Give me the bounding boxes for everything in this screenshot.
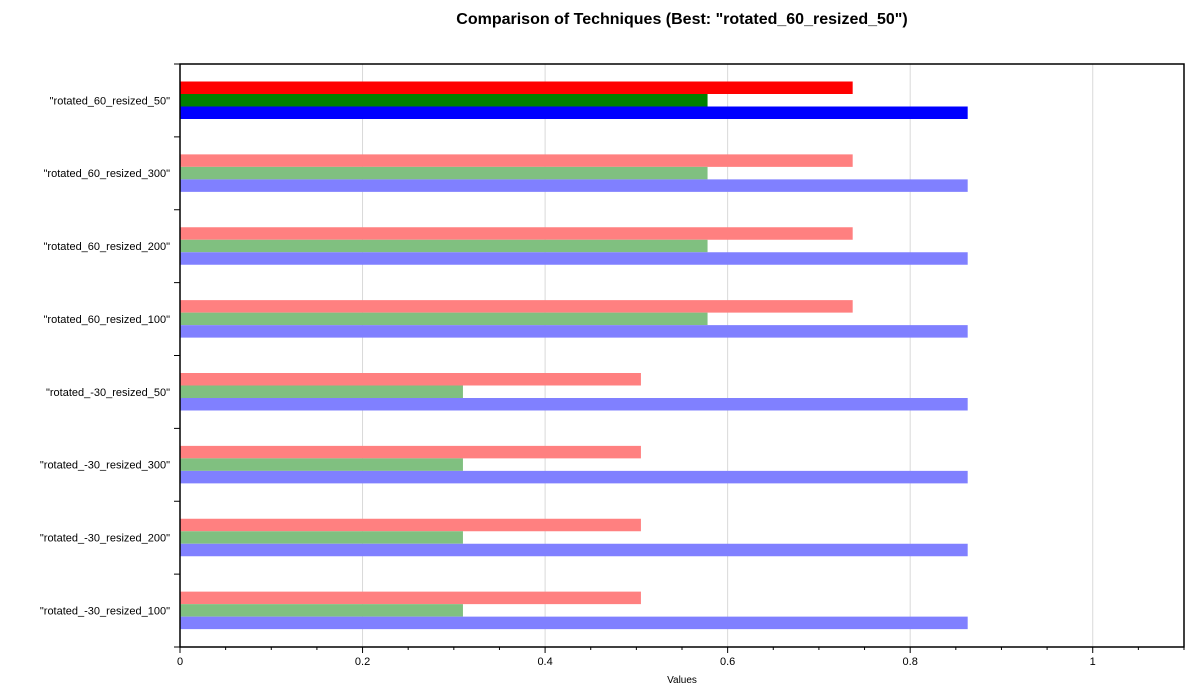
bar-1-0 bbox=[180, 154, 853, 167]
bar-1-2 bbox=[180, 179, 968, 192]
bar-6-1 bbox=[180, 531, 463, 544]
bar-5-2 bbox=[180, 470, 968, 484]
bar-0-0 bbox=[180, 81, 853, 94]
bar-5-1 bbox=[180, 458, 463, 471]
bar-0-1 bbox=[180, 94, 708, 107]
category-label: "rotated_60_resized_300" bbox=[44, 168, 171, 180]
bar-3-2 bbox=[180, 325, 968, 338]
x-axis-title: Values bbox=[667, 675, 697, 686]
x-tick-label: 0 bbox=[177, 656, 183, 668]
x-tick-label: 0.4 bbox=[537, 656, 552, 668]
bar-0-2 bbox=[180, 106, 968, 119]
plot-frame bbox=[179, 63, 1185, 648]
category-label: "rotated_60_resized_200" bbox=[44, 241, 171, 253]
bar-2-0 bbox=[180, 227, 853, 240]
bar-2-2 bbox=[180, 252, 968, 265]
category-label: "rotated_-30_resized_200" bbox=[40, 533, 170, 545]
bar-1-1 bbox=[180, 166, 708, 180]
bar-7-0 bbox=[180, 591, 641, 605]
category-label: "rotated_-30_resized_300" bbox=[40, 460, 170, 472]
x-tick-label: 0.8 bbox=[903, 656, 918, 668]
bar-7-1 bbox=[180, 604, 463, 617]
x-tick-label: 0.6 bbox=[720, 656, 735, 668]
grid-layer bbox=[362, 64, 1094, 647]
bar-4-1 bbox=[180, 385, 463, 398]
x-tick-label: 1 bbox=[1090, 656, 1096, 668]
category-label: "rotated_-30_resized_50" bbox=[46, 387, 170, 399]
bar-4-0 bbox=[180, 373, 641, 386]
x-tick-label: 0.2 bbox=[355, 656, 370, 668]
ticks-layer bbox=[174, 63, 1185, 653]
bar-3-0 bbox=[180, 300, 853, 313]
bar-5-0 bbox=[180, 445, 641, 459]
bar-7-2 bbox=[180, 616, 968, 630]
bar-6-0 bbox=[180, 518, 641, 532]
chart-title: Comparison of Techniques (Best: "rotated… bbox=[456, 11, 907, 28]
category-label: "rotated_-30_resized_100" bbox=[40, 605, 170, 617]
bar-4-2 bbox=[180, 398, 968, 411]
bars-layer bbox=[180, 81, 968, 630]
bar-2-1 bbox=[180, 239, 708, 253]
category-label: "rotated_60_resized_100" bbox=[44, 314, 171, 326]
category-label: "rotated_60_resized_50" bbox=[50, 95, 170, 107]
labels-layer: 0 0.2 0.4 0.6 0.8 1 "rotated_60_resized_50" "ro… bbox=[40, 95, 1096, 668]
bar-3-1 bbox=[180, 312, 708, 326]
bar-6-2 bbox=[180, 543, 968, 557]
